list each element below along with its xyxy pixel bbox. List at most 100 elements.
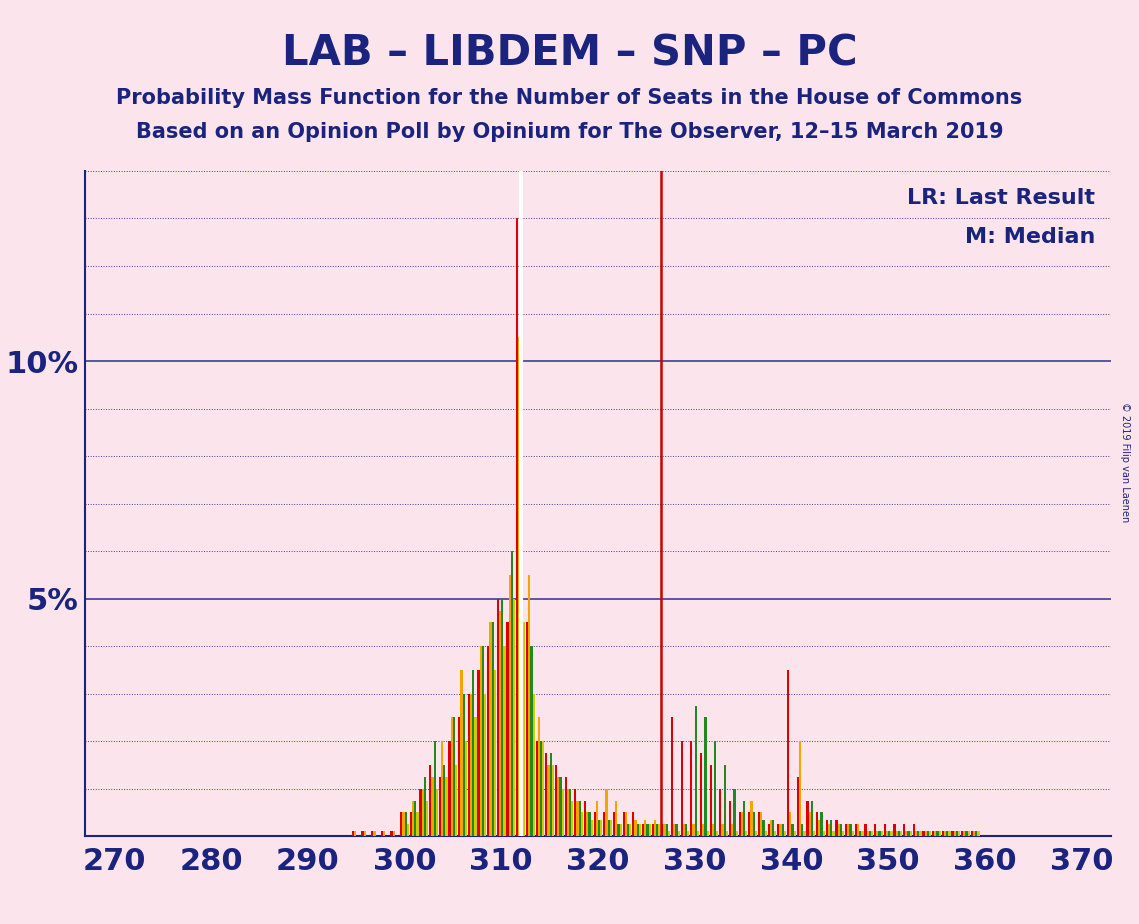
Bar xyxy=(845,824,847,836)
Bar xyxy=(869,832,871,836)
Bar xyxy=(503,646,506,836)
Bar xyxy=(751,800,753,836)
Bar xyxy=(587,812,589,836)
Bar xyxy=(490,623,492,836)
Bar xyxy=(958,832,960,836)
Bar xyxy=(533,694,534,836)
Bar xyxy=(745,832,747,836)
Bar xyxy=(687,832,689,836)
Bar xyxy=(441,741,443,836)
Bar xyxy=(642,824,645,836)
Bar xyxy=(953,832,956,836)
Bar xyxy=(550,753,552,836)
Bar xyxy=(652,824,654,836)
Bar xyxy=(620,824,622,836)
Bar xyxy=(748,812,751,836)
Bar xyxy=(736,832,738,836)
Bar xyxy=(710,765,712,836)
Bar xyxy=(617,824,620,836)
Bar xyxy=(528,575,531,836)
Text: LAB – LIBDEM – SNP – PC: LAB – LIBDEM – SNP – PC xyxy=(281,32,858,74)
Bar xyxy=(565,777,567,836)
Bar xyxy=(383,832,385,836)
Bar xyxy=(415,800,417,836)
Bar xyxy=(492,623,494,836)
Bar xyxy=(697,832,699,836)
Bar xyxy=(557,777,559,836)
Bar xyxy=(792,824,794,836)
Bar xyxy=(570,789,571,836)
Bar xyxy=(412,800,415,836)
Bar xyxy=(929,832,932,836)
Text: LR: Last Result: LR: Last Result xyxy=(907,188,1096,208)
Bar xyxy=(925,832,927,836)
Bar xyxy=(535,741,538,836)
Bar xyxy=(361,832,363,836)
Bar xyxy=(609,820,612,836)
Bar xyxy=(475,717,477,836)
Bar xyxy=(867,832,869,836)
Bar xyxy=(426,800,428,836)
Bar xyxy=(837,824,839,836)
Bar xyxy=(434,741,436,836)
Bar xyxy=(830,820,833,836)
Bar xyxy=(494,670,497,836)
Bar xyxy=(880,832,883,836)
Bar xyxy=(927,832,929,836)
Bar xyxy=(473,670,475,836)
Bar xyxy=(912,824,915,836)
Bar xyxy=(923,832,925,836)
Bar xyxy=(915,832,917,836)
Bar xyxy=(968,832,970,836)
Bar xyxy=(789,812,792,836)
Bar xyxy=(731,824,734,836)
Bar xyxy=(518,337,521,836)
Bar xyxy=(690,741,693,836)
Bar xyxy=(942,832,944,836)
Bar xyxy=(886,832,888,836)
Bar xyxy=(768,824,770,836)
Bar xyxy=(693,824,695,836)
Bar xyxy=(919,832,921,836)
Bar xyxy=(429,765,432,836)
Bar xyxy=(910,832,912,836)
Bar xyxy=(723,765,726,836)
Bar xyxy=(903,824,906,836)
Bar xyxy=(600,820,603,836)
Bar xyxy=(900,832,902,836)
Bar xyxy=(421,789,424,836)
Bar xyxy=(477,670,480,836)
Bar xyxy=(682,824,685,836)
Bar xyxy=(796,777,798,836)
Bar xyxy=(665,824,667,836)
Bar xyxy=(906,832,908,836)
Bar xyxy=(764,832,767,836)
Bar xyxy=(404,812,407,836)
Bar xyxy=(706,832,708,836)
Bar xyxy=(480,646,482,836)
Bar xyxy=(482,646,484,836)
Bar xyxy=(419,789,421,836)
Bar xyxy=(623,812,625,836)
Bar xyxy=(562,789,564,836)
Bar xyxy=(939,832,941,836)
Bar xyxy=(699,753,702,836)
Bar xyxy=(548,765,550,836)
Bar xyxy=(598,820,600,836)
Bar xyxy=(847,824,850,836)
Bar xyxy=(540,741,542,836)
Bar xyxy=(908,832,910,836)
Bar xyxy=(781,824,784,836)
Bar xyxy=(798,741,801,836)
Bar xyxy=(932,832,934,836)
Bar xyxy=(604,812,606,836)
Bar xyxy=(484,694,486,836)
Bar xyxy=(589,812,590,836)
Bar xyxy=(542,741,544,836)
Bar xyxy=(760,812,762,836)
Bar xyxy=(402,812,404,836)
Bar xyxy=(497,599,499,836)
Bar xyxy=(511,551,514,836)
Bar xyxy=(584,800,587,836)
Bar xyxy=(850,824,852,836)
